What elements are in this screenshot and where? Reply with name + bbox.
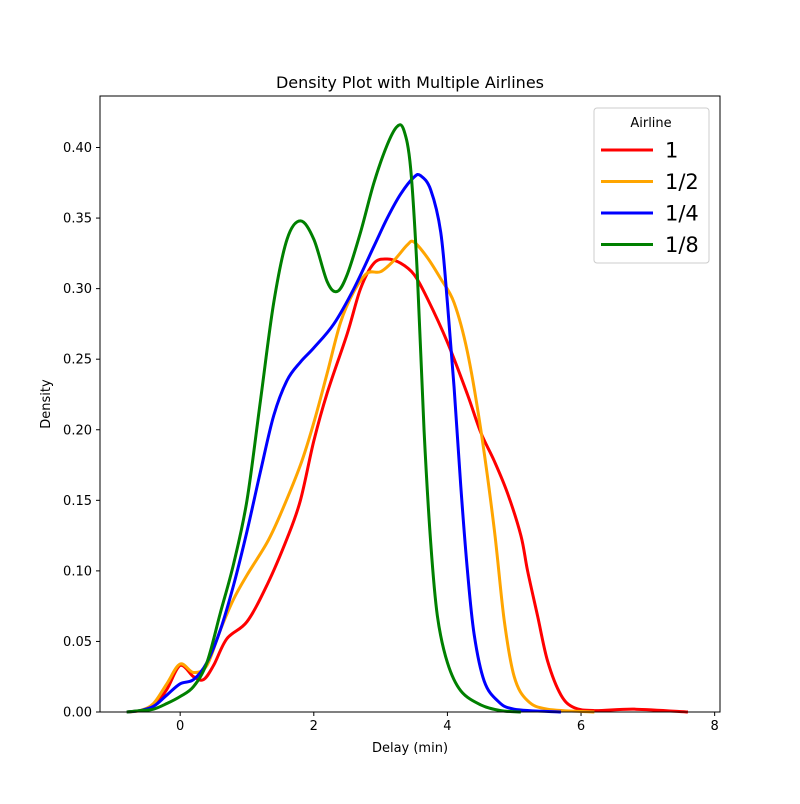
- y-axis-label: Density: [39, 379, 54, 429]
- legend-label: 1/4: [665, 202, 699, 226]
- y-tick-label: 0.00: [63, 706, 92, 721]
- x-tick-label: 4: [443, 719, 451, 734]
- y-tick-label: 0.20: [63, 423, 92, 438]
- axes: 0 2 4 6 8 0.00 0.05 0.10 0.15 0.20 0.25 0.30 0.35 0.4…: [63, 141, 719, 734]
- legend: Airline 1 1/2 1/4 1/8: [593, 107, 710, 264]
- y-tick-label: 0.35: [63, 212, 92, 227]
- legend-box: [593, 107, 710, 264]
- y-tick-label: 0.10: [63, 564, 92, 579]
- y-tick-label: 0.40: [63, 141, 92, 156]
- series-line-1: [126, 257, 689, 714]
- plot-frame: [99, 95, 721, 713]
- y-tick-label: 0.05: [63, 635, 92, 650]
- series-line-1-8: [126, 123, 522, 714]
- legend-label: 1/8: [665, 233, 699, 257]
- x-tick-label: 0: [176, 719, 184, 734]
- y-tick-label: 0.25: [63, 353, 92, 368]
- x-axis-label: Delay (min): [372, 741, 448, 756]
- y-tick-label: 0.15: [63, 494, 92, 509]
- chart-title: Density Plot with Multiple Airlines: [276, 73, 544, 92]
- series-line-1-4: [126, 172, 562, 714]
- y-tick-label: 0.30: [63, 282, 92, 297]
- legend-title: Airline: [630, 116, 671, 131]
- x-tick-label: 6: [577, 719, 585, 734]
- legend-label: 1/2: [665, 170, 699, 194]
- series-line-1-2: [126, 239, 595, 714]
- x-tick-label: 8: [711, 719, 719, 734]
- x-tick-label: 2: [310, 719, 318, 734]
- legend-label: 1: [665, 139, 678, 163]
- plot-lines: [126, 123, 689, 714]
